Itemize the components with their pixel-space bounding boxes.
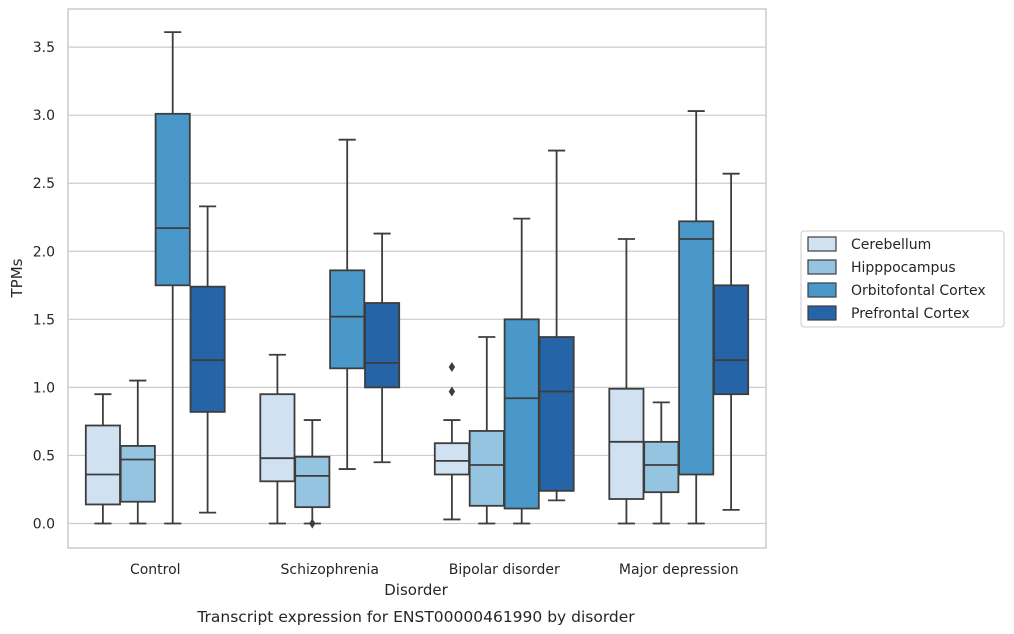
legend: Cerebellum Hipppocampus Orbitofontal Corte… xyxy=(800,230,1005,328)
legend-label-2: Orbitofontal Cortex xyxy=(851,283,986,299)
legend-swatch-0 xyxy=(807,236,837,252)
y-tick-label-1: 0.5 xyxy=(33,448,55,464)
box-1-1 xyxy=(294,419,331,529)
box-3-2 xyxy=(538,149,575,502)
outlier-0 xyxy=(309,518,316,529)
legend-swatch-3 xyxy=(807,305,837,321)
outlier-0 xyxy=(448,386,456,397)
series-0 xyxy=(84,238,645,525)
box-body xyxy=(608,387,645,500)
box-body xyxy=(189,285,226,413)
x-tick-label-0: Control xyxy=(130,562,181,578)
box-body xyxy=(678,220,715,476)
box-body xyxy=(84,424,121,506)
box-3-0 xyxy=(189,205,226,514)
y-tick-labels: 0.0 0.5 1.0 1.5 2.0 2.5 3.0 3.5 xyxy=(33,40,55,532)
y-axis-label: TPMs xyxy=(8,258,26,298)
x-tick-labels: Control Schizophrenia Bipolar disorder Majo… xyxy=(130,562,739,578)
box-0-2 xyxy=(433,361,470,521)
legend-frame xyxy=(800,230,1005,328)
box-0-0 xyxy=(84,393,121,525)
box-2-1 xyxy=(329,138,366,470)
series-2 xyxy=(154,31,715,525)
box-body xyxy=(503,318,540,510)
box-2-2 xyxy=(503,217,540,525)
box-body xyxy=(538,336,575,492)
legend-label-1: Hipppocampus xyxy=(851,260,956,276)
y-tick-label-2: 1.0 xyxy=(33,380,55,396)
series-3 xyxy=(189,149,750,514)
y-tick-label-0: 0.0 xyxy=(33,517,55,533)
y-tick-label-3: 1.5 xyxy=(33,312,55,328)
box-body xyxy=(468,430,505,507)
outlier-1 xyxy=(448,361,456,372)
box-body xyxy=(713,284,750,396)
series-1 xyxy=(119,336,680,529)
box-body xyxy=(364,302,401,389)
box-1-0 xyxy=(119,379,156,525)
box-0-1 xyxy=(259,353,296,525)
y-tick-label-5: 2.5 xyxy=(33,176,55,192)
box-body xyxy=(329,269,366,370)
x-axis-label: Disorder xyxy=(384,581,448,599)
box-body xyxy=(119,445,156,503)
box-2-0 xyxy=(154,31,191,525)
box-1-2 xyxy=(468,336,505,525)
legend-swatch-2 xyxy=(807,282,837,298)
box-0-3 xyxy=(608,238,645,525)
y-tick-label-6: 3.0 xyxy=(33,108,55,124)
y-tick-label-7: 3.5 xyxy=(33,40,55,56)
box-body xyxy=(259,393,296,483)
plot-frame xyxy=(67,8,767,549)
box-3-1 xyxy=(364,232,401,464)
box-3-3 xyxy=(713,172,750,511)
chart-caption: Transcript expression for ENST0000046199… xyxy=(196,608,635,626)
y-tick-label-4: 2.0 xyxy=(33,244,55,260)
box-series xyxy=(84,31,750,529)
legend-label-3: Prefrontal Cortex xyxy=(851,306,970,322)
x-tick-label-2: Bipolar disorder xyxy=(449,562,560,578)
box-body xyxy=(154,112,191,287)
x-tick-label-3: Major depression xyxy=(619,562,739,578)
box-body xyxy=(643,440,680,494)
legend-label-0: Cerebellum xyxy=(851,237,931,253)
box-body xyxy=(433,442,470,476)
x-tick-label-1: Schizophrenia xyxy=(281,562,379,578)
box-2-3 xyxy=(678,110,715,525)
box-1-3 xyxy=(643,401,680,525)
box-body xyxy=(294,455,331,509)
legend-swatch-1 xyxy=(807,259,837,275)
